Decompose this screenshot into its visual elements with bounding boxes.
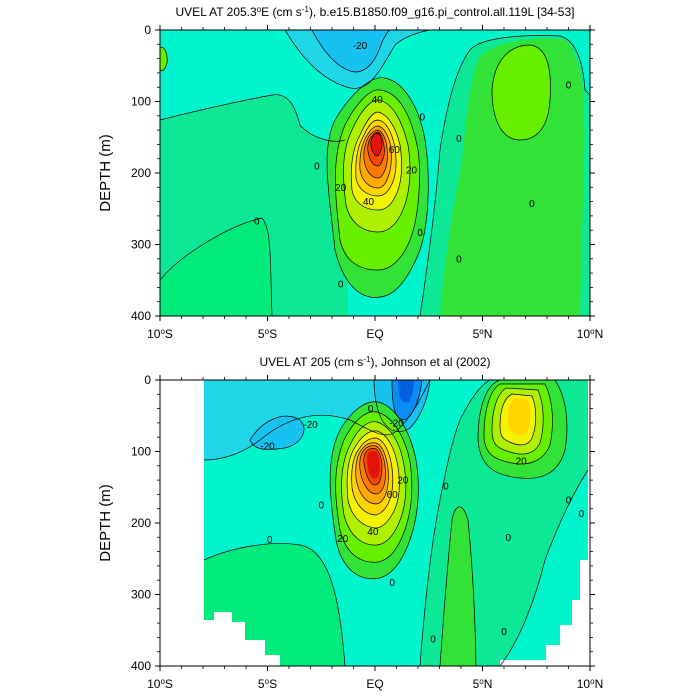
model-x-tick-label: 5oN <box>473 327 493 342</box>
model-contour-labels: -20 40 0 60 0 20 40 20 0 0 0 0 0 0 0 <box>254 41 572 290</box>
observation-contour-label: -20 <box>260 441 275 452</box>
model-contour-label: 0 <box>338 279 344 290</box>
model-contour-label: -20 <box>353 41 368 52</box>
observation-y-axis-label: DEPTH (m) <box>97 484 114 562</box>
observation-contour-label: 0 <box>566 496 572 507</box>
observation-contour-label: 0 <box>579 509 585 520</box>
observation-contour-label: 40 <box>367 527 379 538</box>
observation-y-tick-label: 400 <box>131 659 151 673</box>
observation-contour-label: 0 <box>318 501 324 512</box>
model-contour-label: 0 <box>420 113 426 124</box>
model-contour-label: 40 <box>363 197 375 208</box>
observation-contour-label: 0 <box>501 627 507 638</box>
observation-contour-label: -20 <box>389 418 404 429</box>
model-contour-label: 0 <box>254 216 260 227</box>
model-x-tick-label: EQ <box>366 327 383 341</box>
observation-contour-label: 0 <box>430 634 436 645</box>
model-y-tick-label: 100 <box>131 95 151 109</box>
model-contour-label: 0 <box>456 134 462 145</box>
model-contour-label: 20 <box>335 183 347 194</box>
observation-y-tick-label: 300 <box>131 588 151 602</box>
observation-y-tick-label: 0 <box>144 373 151 387</box>
model-contour-label: 40 <box>372 95 384 106</box>
observation-x-tick-label: 5oN <box>473 677 493 692</box>
observation-contour-label: 0 <box>368 404 374 415</box>
model-contour-lines <box>160 30 590 316</box>
model-x-tick-label: 5oS <box>258 327 277 342</box>
model-y-tick-label: 400 <box>131 309 151 323</box>
model-y-tick-label: 300 <box>131 238 151 252</box>
observation-contour-label: 20 <box>337 534 349 545</box>
model-contour-field <box>160 30 590 316</box>
observation-contour-label: 0 <box>443 481 449 492</box>
observation-contour-lines <box>203 380 589 666</box>
observation-x-tick-label: 10oS <box>147 677 173 692</box>
observation-title: UVEL AT 205 (cm s-1), Johnson et al (200… <box>259 355 490 370</box>
observation-x-tick-label: 5oS <box>258 677 277 692</box>
model-y-tick-label: 200 <box>131 166 151 180</box>
model-contour-label: 0 <box>529 199 535 210</box>
model-title: UVEL AT 205.3oE (cm s-1), b.e15.B1850.f0… <box>176 5 575 20</box>
observation-contour-label: 0 <box>389 578 395 589</box>
observation-contour-label: 0 <box>267 535 273 546</box>
model-x-tick-label: 10oS <box>147 327 173 342</box>
observation-contour-label: 20 <box>397 476 409 487</box>
model-contour-label: 0 <box>417 228 423 239</box>
observation-contour-label: 20 <box>516 456 528 467</box>
observation-contour-field <box>160 380 590 666</box>
model-contour-label: 60 <box>389 145 401 156</box>
observation-x-tick-label: 10oN <box>577 677 603 692</box>
model-contour-label: 0 <box>314 161 320 172</box>
model-contour-label: 0 <box>566 81 572 92</box>
observation-x-tick-label: EQ <box>366 677 383 691</box>
observation-y-tick-label: 200 <box>131 516 151 530</box>
model-y-tick-label: 0 <box>144 23 151 37</box>
observation-y-tick-label: 100 <box>131 445 151 459</box>
model-y-axis-label: DEPTH (m) <box>97 134 114 212</box>
observation-contour-label: -20 <box>303 420 318 431</box>
model-contour-label: 20 <box>406 166 418 177</box>
observation-contour-label: 0 <box>506 533 512 544</box>
observation-contour-label: 60 <box>387 490 399 501</box>
model-contour-label: 0 <box>456 254 462 265</box>
model-x-tick-label: 10oN <box>577 327 603 342</box>
